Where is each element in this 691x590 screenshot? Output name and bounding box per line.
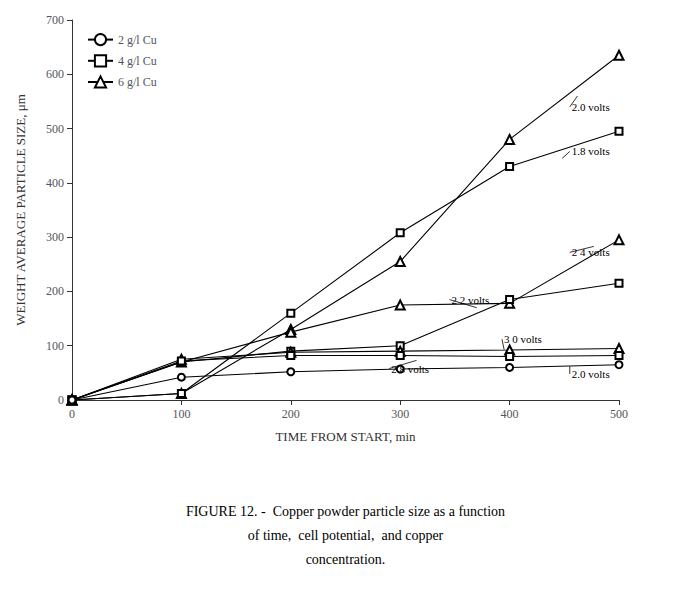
svg-text:100: 100 — [46, 339, 64, 353]
svg-text:400: 400 — [46, 176, 64, 190]
svg-text:200: 200 — [282, 407, 300, 421]
svg-text:700: 700 — [46, 13, 64, 27]
svg-text:300: 300 — [391, 407, 409, 421]
svg-text:0: 0 — [58, 393, 64, 407]
svg-text:600: 600 — [46, 67, 64, 81]
svg-text:6 g/l Cu: 6 g/l Cu — [118, 75, 157, 89]
svg-text:1.8 volts: 1.8 volts — [572, 145, 610, 157]
svg-text:100: 100 — [172, 407, 190, 421]
svg-text:of time, cell potential, and: of time, cell potential, and copper — [248, 528, 444, 543]
svg-text:2 8 volts: 2 8 volts — [391, 363, 429, 375]
svg-text:200: 200 — [46, 284, 64, 298]
svg-text:4 g/l Cu: 4 g/l Cu — [118, 54, 157, 68]
svg-text:0: 0 — [69, 407, 75, 421]
svg-text:concentration.: concentration. — [306, 552, 386, 567]
svg-text:2 g/l Cu: 2 g/l Cu — [118, 33, 157, 47]
svg-text:500: 500 — [610, 407, 628, 421]
svg-text:3 0 volts: 3 0 volts — [504, 333, 542, 345]
svg-text:500: 500 — [46, 122, 64, 136]
svg-text:400: 400 — [501, 407, 519, 421]
svg-text:TIME FROM START, min: TIME FROM START, min — [275, 429, 416, 444]
svg-text:2 2 volts: 2 2 volts — [451, 294, 489, 306]
svg-text:2.0 volts: 2.0 volts — [572, 368, 610, 380]
svg-text:WEIGHT AVERAGE PARTICLE SIZE,: WEIGHT AVERAGE PARTICLE SIZE, μm — [13, 94, 28, 326]
svg-text:300: 300 — [46, 230, 64, 244]
svg-text:2.0 volts: 2.0 volts — [572, 101, 610, 113]
svg-text:2 4 volts: 2 4 volts — [572, 246, 610, 258]
svg-text:FIGURE 12. - Copper powder pa: FIGURE 12. - Copper powder particle size… — [186, 504, 505, 519]
